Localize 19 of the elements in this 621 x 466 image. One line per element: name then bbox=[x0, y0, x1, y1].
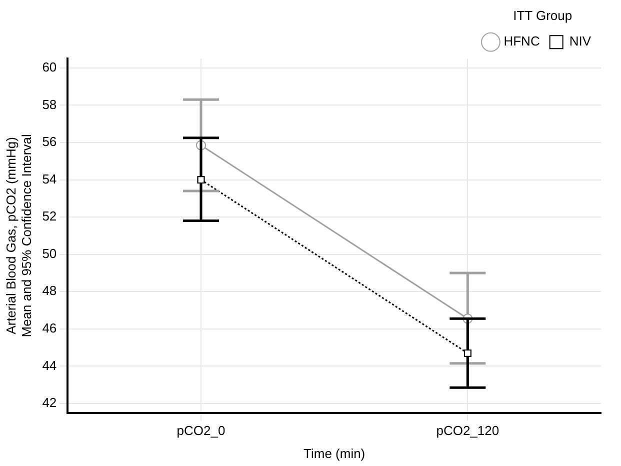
x-tick-label: pCO2_120 bbox=[436, 423, 500, 438]
y-tick-label: 50 bbox=[42, 246, 57, 261]
y-tick-label: 42 bbox=[42, 395, 57, 410]
y-axis-title: Arterial Blood Gas, pCO2 (mmHg) Mean and 95% Confidence Interval bbox=[3, 134, 34, 338]
x-axis-title: Time (min) bbox=[304, 446, 366, 461]
legend-title: ITT Group bbox=[513, 8, 572, 24]
point bbox=[464, 349, 472, 357]
point bbox=[197, 176, 205, 184]
legend-label: NIV bbox=[569, 34, 592, 49]
legend-label: HFNC bbox=[504, 34, 540, 49]
y-tick-label: 58 bbox=[42, 96, 57, 112]
y-tick-label: 52 bbox=[42, 208, 57, 224]
y-tick-label: 56 bbox=[42, 134, 57, 150]
y-tick-label: 48 bbox=[42, 283, 57, 298]
y-tick-label: 44 bbox=[42, 358, 57, 373]
x-tick-label: pCO2_0 bbox=[176, 423, 226, 438]
y-tick-label: 46 bbox=[42, 320, 57, 336]
y-tick-label: 54 bbox=[42, 171, 57, 186]
y-tick-label: 60 bbox=[42, 60, 57, 74]
